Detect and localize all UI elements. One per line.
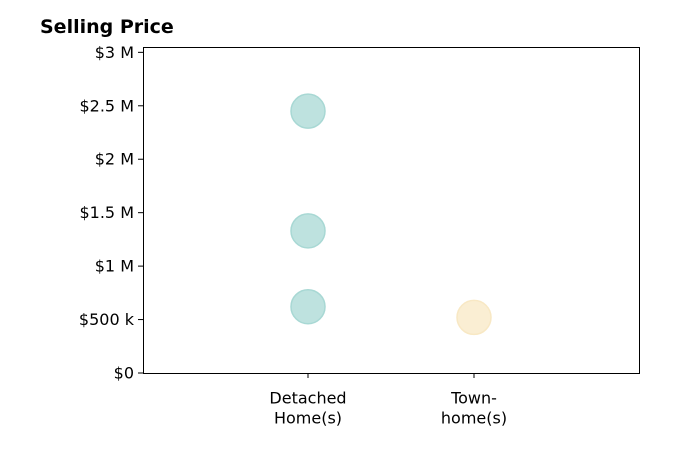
y-tick-label: $1.5 M	[79, 203, 134, 222]
data-point-3	[456, 299, 492, 336]
chart-marks	[290, 93, 492, 336]
data-point-0	[290, 93, 326, 129]
y-axis: $0 $500 k $1 M $1.5 M $2 M $2.5 M $3 M	[79, 43, 143, 383]
y-tick-label: $0	[114, 364, 134, 383]
data-point-1	[290, 213, 326, 249]
x-tick-label: Detached	[269, 389, 346, 408]
data-point-2	[290, 288, 326, 325]
y-tick-label: $2.5 M	[79, 96, 134, 115]
chart-title: Selling Price	[40, 16, 174, 38]
y-tick-label: $1 M	[95, 257, 134, 276]
x-tick-label: Town-	[450, 389, 497, 408]
y-tick-label: $500 k	[79, 310, 135, 329]
x-tick-label: home(s)	[441, 409, 507, 428]
plot-area-frame	[143, 47, 640, 374]
y-tick-label: $3 M	[95, 43, 134, 62]
x-tick-label: Home(s)	[274, 409, 342, 428]
y-tick-label: $2 M	[95, 150, 134, 169]
